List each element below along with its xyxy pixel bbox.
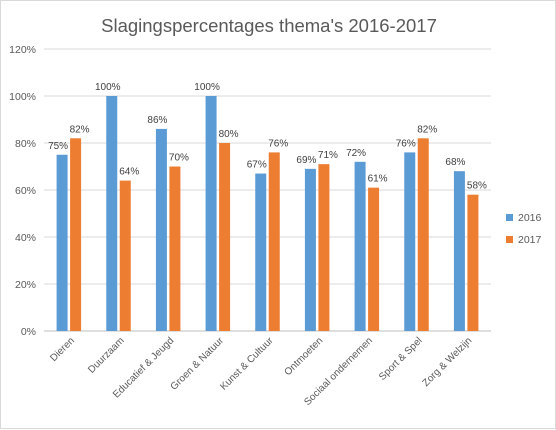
bar-2016-1 xyxy=(106,96,118,331)
bar-2016-7 xyxy=(404,152,416,331)
legend-swatch-2017 xyxy=(506,236,513,243)
data-label-2016-2: 86% xyxy=(147,115,167,126)
data-label-2016-5: 69% xyxy=(296,155,316,166)
bar-2017-8 xyxy=(467,194,479,331)
data-label-2016-3: 100% xyxy=(194,82,220,93)
bar-2017-3 xyxy=(219,143,231,331)
y-tick-label: 80% xyxy=(15,138,36,150)
y-tick-label: 100% xyxy=(9,91,36,103)
y-tick-label: 0% xyxy=(21,326,36,338)
category-label: Zorg & Welzijn xyxy=(421,335,475,389)
legend-label-2016: 2016 xyxy=(518,212,542,224)
y-tick-label: 60% xyxy=(15,185,36,197)
legend-swatch-2016 xyxy=(506,214,513,221)
data-label-2017-2: 70% xyxy=(169,153,189,164)
data-label-2017-5: 71% xyxy=(318,150,338,161)
data-label-2017-7: 82% xyxy=(417,124,437,135)
data-label-2017-8: 58% xyxy=(467,181,487,192)
legend: 2016 2017 xyxy=(506,212,542,246)
bar-2017-1 xyxy=(119,180,131,331)
bar-2016-5 xyxy=(304,168,316,331)
bar-2016-4 xyxy=(255,173,267,331)
y-tick-label: 20% xyxy=(15,279,36,291)
bar-2017-6 xyxy=(368,187,380,331)
bar-2017-4 xyxy=(268,152,280,331)
bar-2016-2 xyxy=(155,128,167,331)
bar-2017-0 xyxy=(70,138,82,331)
bar-2016-8 xyxy=(453,171,465,331)
bar-2016-0 xyxy=(56,154,68,331)
data-label-2017-4: 76% xyxy=(268,138,288,149)
data-label-2017-0: 82% xyxy=(70,124,90,135)
data-label-2016-0: 75% xyxy=(48,141,68,152)
bar-2017-5 xyxy=(318,164,330,331)
chart-title: Slagingspercentages thema's 2016-2017 xyxy=(101,15,437,36)
data-label-2016-7: 76% xyxy=(396,138,416,149)
category-label: Sport & Spel xyxy=(377,335,424,382)
data-label-2016-8: 68% xyxy=(445,157,465,168)
bar-2016-6 xyxy=(354,161,366,331)
gridlines xyxy=(44,48,491,332)
y-tick-label: 40% xyxy=(15,232,36,244)
data-label-2017-3: 80% xyxy=(219,129,239,140)
bar-2017-2 xyxy=(169,166,181,331)
bar-2016-3 xyxy=(205,96,217,331)
data-labels: 75%82%100%64%86%70%100%80%67%76%69% 71% 72… xyxy=(48,82,487,192)
category-label: Groen & Natuur xyxy=(169,335,227,393)
data-label-2017-6: 61% xyxy=(368,174,388,185)
data-label-2016-6: 72% xyxy=(346,148,366,159)
data-label-2016-4: 67% xyxy=(247,160,267,171)
legend-label-2017: 2017 xyxy=(518,234,542,246)
bar-2017-7 xyxy=(417,138,429,331)
category-label: Dieren xyxy=(48,335,77,364)
category-label: Ontmoeten xyxy=(283,335,326,378)
category-label: Duurzaam xyxy=(86,335,126,375)
data-label-2017-1: 64% xyxy=(119,167,139,178)
category-label: Kunst & Cultuur xyxy=(218,335,276,393)
y-tick-label: 120% xyxy=(9,44,36,56)
bars xyxy=(56,96,479,331)
data-label-2016-1: 100% xyxy=(95,82,121,93)
y-axis-ticks: 0% 20% 40% 60% 80% 100% 120% xyxy=(9,44,36,338)
